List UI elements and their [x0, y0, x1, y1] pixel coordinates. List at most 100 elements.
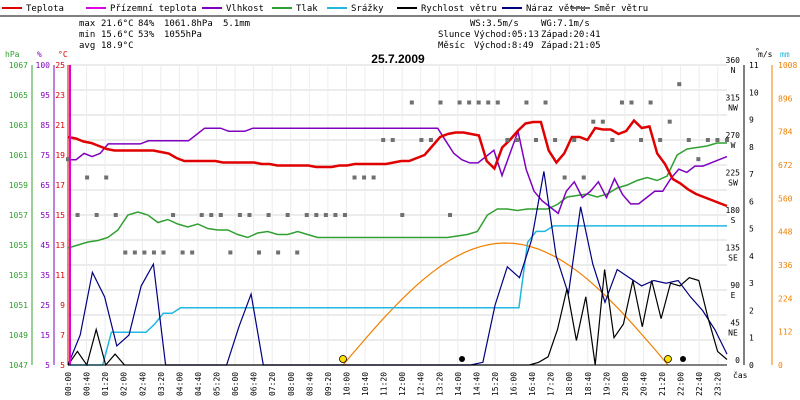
x-tick-12: 08:00 — [287, 372, 296, 396]
tick-pct-6: 65 — [40, 181, 50, 190]
axis-title-degc: °C — [58, 50, 68, 59]
direction-point-42 — [467, 100, 472, 105]
direction-point-29 — [342, 213, 347, 217]
tick-dir-1: NE — [728, 329, 738, 338]
x-tick-5: 03:20 — [157, 372, 166, 396]
tick-degc-7: 19 — [55, 151, 65, 160]
tick-degc-6: 17 — [55, 181, 65, 190]
tick-mm-7: 784 — [778, 128, 793, 137]
direction-point-0 — [66, 157, 70, 162]
direction-point-67 — [705, 138, 710, 142]
x-tick-8: 05:20 — [213, 372, 222, 396]
grid — [67, 64, 727, 365]
x-tick-35: 23:20 — [714, 372, 723, 396]
direction-point-44 — [486, 100, 491, 105]
x-tick-0: 00:00 — [64, 372, 73, 396]
direction-point-43 — [476, 100, 481, 105]
direction-point-58 — [619, 100, 624, 105]
direction-point-13 — [190, 250, 195, 255]
x-tick-4: 02:40 — [138, 372, 147, 396]
tick-dir-4: S — [731, 216, 736, 225]
direction-point-22 — [276, 250, 281, 255]
x-tick-24: 16:00 — [510, 372, 519, 396]
tick-ms-2: 2 — [749, 306, 754, 315]
direction-point-61 — [648, 100, 653, 105]
legend-label-2: Vlhkost — [226, 4, 264, 14]
direction-point-4 — [104, 175, 109, 180]
direction-point-10 — [161, 250, 166, 255]
moonrise-marker — [459, 356, 465, 362]
x-tick-15: 10:00 — [342, 372, 351, 396]
x-tick-23: 15:20 — [491, 372, 500, 396]
direction-point-25 — [304, 213, 309, 217]
direction-point-32 — [371, 175, 376, 180]
tick-ms-11: 11 — [749, 61, 759, 70]
tick-degc-4: 13 — [55, 241, 65, 250]
tick-deg-1: 45 — [730, 319, 740, 328]
stat-min-temp: 15.6°C — [101, 30, 134, 40]
tick-ms-8: 8 — [749, 143, 754, 152]
tick-dir-3: SE — [728, 254, 738, 263]
tick-degc-0: 5 — [60, 361, 65, 370]
legend-label-1: Přízemní teplota — [110, 4, 197, 14]
direction-point-20 — [257, 250, 262, 255]
direction-point-68 — [715, 138, 720, 142]
tick-ms-9: 9 — [749, 116, 754, 125]
tick-pct-9: 95 — [40, 91, 50, 100]
axis-title-pct: % — [37, 50, 42, 59]
tick-degc-9: 23 — [55, 91, 65, 100]
tick-pct-5: 55 — [40, 211, 50, 220]
stat-max-rain: 5.1mm — [223, 19, 250, 29]
direction-point-51 — [553, 138, 558, 142]
legend-label-4: Srážky — [351, 4, 384, 14]
legend-label-7: Směr větru — [594, 4, 648, 14]
axis-title-deg: ° — [755, 47, 760, 56]
direction-point-52 — [562, 175, 567, 180]
x-tick-25: 16:40 — [528, 372, 537, 396]
stat-max-hum: 84% — [138, 19, 155, 29]
direction-point-64 — [677, 82, 682, 87]
tick-hpa-4: 1055 — [9, 241, 28, 250]
x-tick-6: 04:00 — [175, 372, 184, 396]
series-humidity — [68, 127, 728, 215]
stat-min-press: 1055hPa — [164, 30, 202, 40]
tick-pct-10: 100 — [36, 61, 51, 70]
direction-point-34 — [390, 138, 395, 142]
legend-label-3: Tlak — [296, 4, 318, 14]
tick-mm-8: 896 — [778, 94, 793, 103]
direction-point-15 — [209, 213, 214, 217]
direction-point-41 — [457, 100, 462, 105]
tick-pct-1: 15 — [40, 331, 50, 340]
sun-set: Západ:20:41 — [541, 30, 601, 40]
direction-point-65 — [686, 138, 691, 142]
direction-point-69 — [725, 138, 729, 142]
direction-point-11 — [171, 213, 176, 217]
moonset-marker — [680, 356, 686, 362]
direction-point-45 — [495, 100, 500, 105]
x-tick-13: 08:40 — [305, 372, 314, 396]
sunset-marker — [664, 355, 672, 363]
direction-point-18 — [237, 213, 242, 217]
series-pressure — [67, 142, 727, 249]
direction-point-60 — [639, 138, 644, 142]
axes: 1047104910511053105510571059106110631065… — [9, 56, 798, 370]
tick-pct-3: 35 — [40, 271, 50, 280]
direction-point-7 — [132, 250, 137, 255]
direction-point-47 — [514, 138, 519, 142]
x-tick-34: 22:40 — [695, 372, 704, 396]
axis-title-time: čas — [733, 370, 748, 380]
tick-mm-4: 448 — [778, 228, 793, 237]
tick-mm-5: 560 — [778, 194, 793, 203]
tick-mm-2: 224 — [778, 294, 793, 303]
tick-ms-10: 10 — [749, 88, 759, 97]
x-tick-17: 11:20 — [380, 372, 389, 396]
tick-deg-5: 225 — [726, 169, 741, 178]
stat-min-hum: 53% — [138, 30, 155, 40]
tick-mm-3: 336 — [778, 261, 793, 270]
tick-hpa-0: 1047 — [9, 361, 28, 370]
tick-ms-4: 4 — [749, 252, 754, 261]
tick-degc-1: 7 — [60, 331, 65, 340]
tick-mm-0: 0 — [778, 361, 783, 370]
sunrise-marker — [339, 355, 347, 363]
legend-label-5: Rychlost větru — [421, 4, 497, 14]
